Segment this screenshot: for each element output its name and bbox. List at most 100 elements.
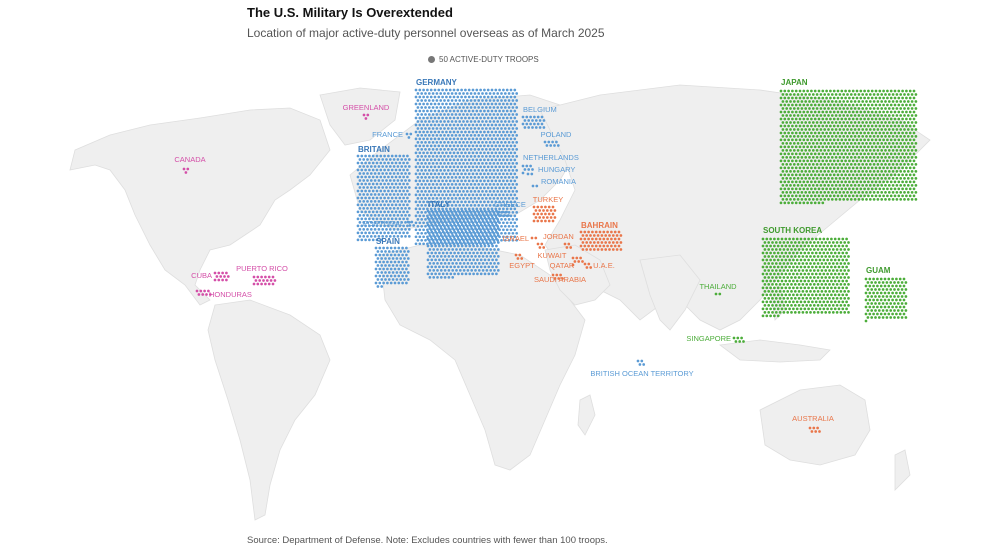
troop-dot: [914, 93, 918, 96]
troop-dot: [483, 223, 487, 227]
troop-dot: [450, 197, 454, 200]
troop-dot: [870, 281, 874, 284]
troop-dot: [826, 244, 829, 248]
troop-dot: [394, 189, 398, 193]
troop-dot: [386, 253, 389, 257]
troop-dot: [855, 138, 859, 142]
troop-dot: [545, 144, 549, 147]
troop-dot: [796, 177, 800, 180]
troop-dot: [422, 137, 425, 141]
troop-dot: [811, 251, 814, 255]
troop-dot: [790, 241, 793, 244]
troop-dot: [496, 134, 500, 137]
troop-dot: [640, 359, 644, 363]
troop-dot: [900, 288, 904, 291]
troop-dot: [500, 231, 503, 235]
troop-dot: [798, 89, 802, 93]
troop-dot: [458, 262, 462, 265]
troop-dot: [258, 279, 262, 282]
troop-dot: [908, 103, 912, 107]
troop-dot: [807, 307, 810, 311]
troop-dot: [874, 131, 878, 135]
troop-dot: [857, 93, 861, 96]
troop-dot: [428, 213, 432, 216]
troop-dot: [454, 204, 458, 207]
troop-dot: [356, 196, 360, 200]
troop-dot: [853, 135, 857, 138]
troop-dot: [449, 230, 453, 234]
troop-dot: [494, 179, 498, 183]
troop-dot: [484, 148, 488, 151]
troop-dot: [456, 102, 460, 106]
troop-dot: [503, 224, 507, 228]
troop-dot: [420, 218, 424, 221]
troop-dot: [836, 194, 840, 198]
troop-dot: [849, 135, 853, 138]
troop-dot: [809, 304, 812, 307]
troop-dot: [460, 137, 463, 141]
troop-dot: [371, 224, 375, 228]
troop-dot: [427, 190, 431, 193]
troop-dot: [439, 220, 443, 223]
troop-dot: [378, 246, 382, 250]
troop-dot: [876, 107, 880, 110]
troop-dot: [446, 190, 450, 193]
troop-dot: [897, 110, 901, 114]
troop-dot: [817, 138, 821, 142]
troop-dot: [718, 292, 722, 296]
troop-dot: [407, 200, 411, 203]
troop-dot: [822, 258, 826, 262]
troop-dot: [458, 92, 462, 95]
troop-dot: [505, 95, 509, 99]
troop-dot: [767, 269, 771, 272]
troop-dot: [386, 267, 389, 271]
troop-cluster-guam: [864, 277, 908, 323]
troop-dot: [219, 275, 223, 278]
troop-dot: [486, 200, 490, 204]
troop-dot: [449, 237, 453, 241]
troop-dot: [488, 106, 492, 109]
troop-dot: [844, 110, 847, 114]
troop-dot: [481, 162, 484, 165]
troop-dot: [765, 293, 769, 297]
troop-dot: [887, 142, 891, 145]
troop-dot: [910, 177, 914, 180]
troop-dot: [868, 142, 872, 145]
troop-dot: [458, 113, 462, 116]
troop-dot: [785, 191, 789, 194]
troop-dot: [798, 173, 802, 177]
troop-dot: [496, 197, 500, 200]
troop-dot: [470, 255, 474, 258]
troop-dot: [780, 265, 784, 269]
country-label-canada: CANADA: [174, 155, 205, 164]
troop-dot: [536, 205, 540, 209]
troop-dot: [389, 260, 393, 264]
troop-dot: [366, 207, 369, 210]
troop-dot: [834, 114, 838, 117]
troop-dot: [853, 128, 857, 131]
troop-dot: [870, 302, 874, 305]
troop-dot: [872, 177, 876, 180]
troop-dot: [889, 110, 893, 114]
troop-dot: [810, 110, 813, 114]
troop-dot: [481, 255, 485, 258]
troop-dot: [432, 234, 436, 237]
troop-dot: [864, 312, 868, 316]
troop-dot: [843, 262, 847, 265]
troop-dot: [829, 152, 832, 156]
troop-dot: [483, 165, 486, 169]
troop-dot: [416, 204, 420, 207]
troop-dot: [891, 163, 895, 166]
troop-dot: [416, 162, 420, 165]
troop-dot: [585, 241, 589, 244]
troop-dot: [436, 213, 439, 216]
troop-dot: [812, 290, 816, 293]
troop-dot: [481, 213, 485, 216]
troop-dot: [822, 244, 826, 248]
troop-dot: [477, 134, 481, 137]
troop-dot: [819, 100, 823, 103]
troop-dot: [385, 221, 388, 224]
troop-dot: [507, 92, 511, 95]
troop-dot: [776, 307, 780, 311]
troop-dot: [863, 173, 866, 177]
